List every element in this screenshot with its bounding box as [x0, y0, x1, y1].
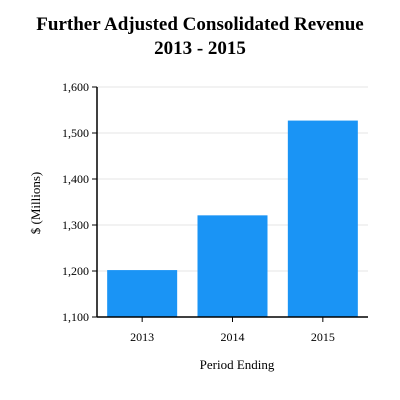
bar-2013: [107, 270, 178, 317]
bar-2015: [287, 120, 358, 317]
chart-subtitle: 2013 - 2015: [154, 38, 246, 59]
x-tick-labels: 2013 2014 2015: [130, 317, 335, 344]
x-axis-label: Period Ending: [200, 357, 275, 372]
x-tick-label: 2014: [221, 330, 245, 344]
x-tick-label: 2013: [130, 330, 154, 344]
y-tick-label: 1,200: [62, 264, 89, 278]
y-tick-labels: 1,100 1,200 1,300 1,400 1,500 1,600: [62, 80, 97, 324]
y-tick-label: 1,400: [62, 172, 89, 186]
y-tick-label: 1,100: [62, 310, 89, 324]
chart-title: Further Adjusted Consolidated Revenue: [36, 14, 364, 35]
x-tick-label: 2015: [311, 330, 335, 344]
y-tick-label: 1,300: [62, 218, 89, 232]
y-tick-label: 1,500: [62, 126, 89, 140]
bar-2014: [197, 215, 268, 317]
y-tick-label: 1,600: [62, 80, 89, 94]
bars: [107, 120, 358, 317]
y-axis-label: $ (Millions): [28, 172, 43, 234]
